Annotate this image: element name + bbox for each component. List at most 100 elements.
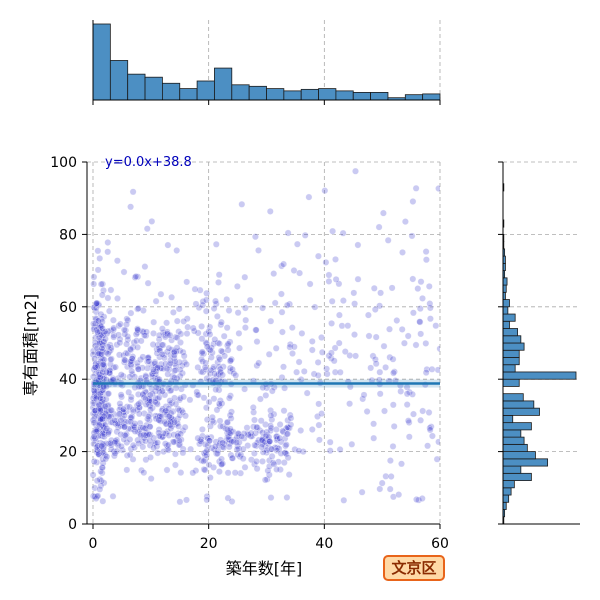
- scatter-point: [109, 374, 117, 382]
- scatter-point: [180, 352, 188, 360]
- scatter-point: [126, 358, 134, 366]
- scatter-point: [217, 321, 225, 329]
- top-histogram-bar: [161, 82, 181, 101]
- scatter-point: [162, 420, 170, 428]
- right-histogram-bar: [502, 436, 525, 445]
- scatter-point: [287, 414, 295, 422]
- scatter-point: [318, 348, 326, 356]
- scatter-point: [158, 341, 166, 349]
- scatter-point: [255, 359, 263, 367]
- scatter-point: [267, 424, 275, 432]
- scatter-point: [323, 370, 331, 378]
- scatter-point: [237, 451, 245, 459]
- scatter-point: [103, 424, 111, 432]
- scatter-point: [92, 427, 100, 435]
- right-histogram-ticks: [498, 161, 503, 525]
- scatter-point: [295, 358, 303, 366]
- scatter-point: [208, 413, 216, 421]
- right-histogram-bar: [502, 306, 509, 315]
- scatter-point: [102, 395, 110, 403]
- scatter-point: [142, 395, 150, 403]
- scatter-point: [268, 416, 276, 424]
- scatter-point: [267, 427, 274, 435]
- scatter-point: [178, 406, 186, 414]
- scatter-point: [371, 306, 379, 313]
- x-tick-label: 0: [89, 536, 98, 552]
- scatter-point: [140, 469, 148, 477]
- scatter-point: [98, 442, 106, 450]
- scatter-point: [116, 410, 123, 418]
- scatter-point: [199, 298, 207, 305]
- scatter-point: [168, 293, 176, 301]
- scatter-point: [239, 455, 247, 463]
- scatter-point: [214, 450, 221, 457]
- scatter-point: [120, 326, 128, 334]
- scatter-point: [104, 343, 112, 351]
- scatter-point: [330, 357, 338, 365]
- scatter-point: [213, 312, 221, 320]
- scatter-point: [389, 442, 397, 450]
- scatter-point: [90, 386, 98, 394]
- scatter-point: [328, 297, 336, 305]
- scatter-point: [120, 423, 128, 431]
- scatter-point: [325, 277, 333, 285]
- scatter-point: [255, 246, 262, 254]
- scatter-point: [96, 254, 104, 262]
- scatter-point: [146, 411, 154, 419]
- scatter-point: [340, 496, 348, 504]
- scatter-point: [101, 402, 109, 410]
- scatter-point: [410, 410, 417, 418]
- scatter-point: [408, 232, 416, 240]
- scatter-point: [113, 447, 121, 455]
- scatter-point: [263, 431, 271, 439]
- scatter-point: [132, 273, 140, 280]
- scatter-point: [270, 460, 278, 468]
- right-histogram-bar: [502, 357, 520, 366]
- scatter-point: [132, 330, 140, 338]
- scatter-point: [99, 440, 107, 448]
- scatter-point: [252, 326, 260, 334]
- scatter-point: [187, 445, 195, 453]
- scatter-point: [379, 209, 387, 217]
- scatter-point: [109, 316, 117, 324]
- scatter-point: [331, 344, 339, 352]
- scatter-point: [233, 282, 241, 290]
- scatter-point: [96, 373, 104, 381]
- scatter-point: [223, 324, 231, 332]
- scatter-point: [318, 410, 326, 418]
- scatter-point: [301, 231, 309, 239]
- scatter-point: [225, 394, 233, 402]
- scatter-point: [97, 394, 104, 402]
- x-tick-label: 40: [315, 536, 333, 552]
- scatter-point: [155, 331, 163, 339]
- scatter-point: [156, 412, 164, 420]
- scatter-point: [393, 317, 401, 324]
- scatter-point: [418, 495, 426, 502]
- scatter-point: [202, 404, 210, 412]
- scatter-point: [284, 430, 292, 438]
- scatter-point: [143, 328, 150, 336]
- top-histogram-bar: [335, 90, 354, 101]
- scatter-point: [175, 406, 183, 414]
- scatter-point: [389, 355, 397, 363]
- scatter-point: [173, 334, 181, 342]
- scatter-point: [139, 443, 147, 451]
- scatter-point: [303, 389, 311, 397]
- scatter-point: [92, 394, 99, 402]
- scatter-point: [216, 417, 224, 425]
- scatter-point: [116, 339, 124, 347]
- scatter-point: [90, 280, 98, 288]
- scatter-point: [367, 364, 375, 372]
- scatter-point: [422, 256, 430, 264]
- scatter-point: [203, 289, 211, 297]
- scatter-point: [206, 474, 214, 482]
- scatter-point: [354, 241, 362, 249]
- scatter-point: [95, 421, 103, 429]
- scatter-point: [346, 400, 354, 408]
- scatter-point: [278, 373, 286, 381]
- scatter-point: [325, 271, 333, 279]
- scatter-point: [299, 448, 307, 456]
- scatter-point: [210, 395, 218, 403]
- scatter-point: [177, 469, 185, 477]
- scatter-point: [137, 337, 145, 345]
